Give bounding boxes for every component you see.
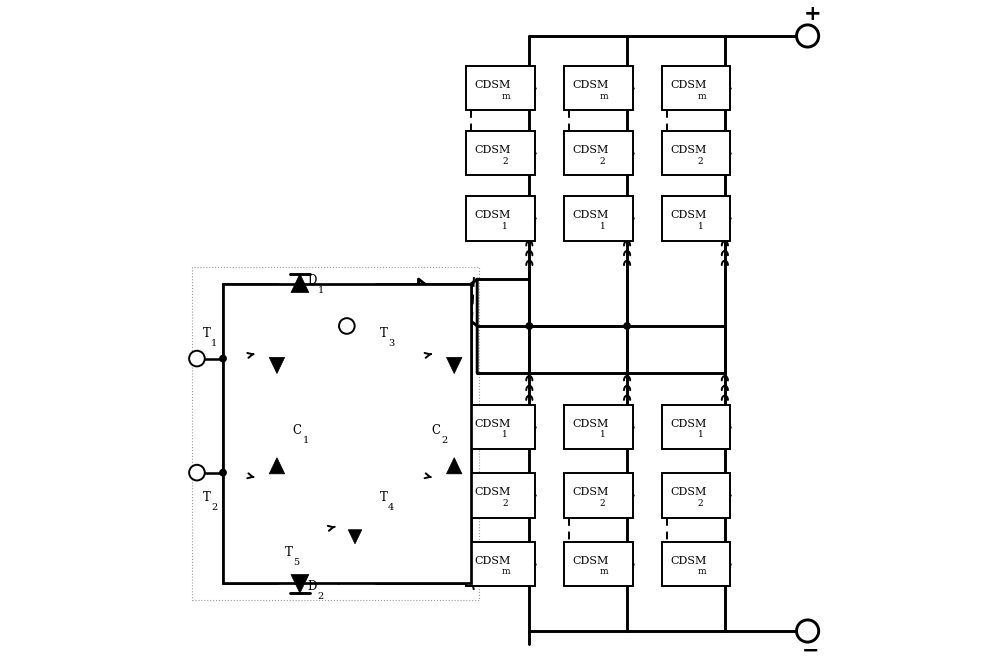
Bar	[564, 405, 633, 449]
Text: 1: 1	[211, 339, 217, 348]
Bar	[564, 131, 633, 176]
Bar	[466, 66, 535, 110]
Text: 2: 2	[442, 436, 448, 444]
Polygon shape	[446, 458, 462, 474]
Text: T: T	[203, 491, 211, 504]
Text: CDSM: CDSM	[572, 487, 609, 497]
Bar	[662, 66, 730, 110]
Text: CDSM: CDSM	[572, 80, 609, 90]
Text: m: m	[502, 92, 511, 100]
Text: m: m	[600, 567, 608, 577]
Bar	[564, 542, 633, 586]
Text: 2: 2	[211, 503, 217, 511]
Text: 5: 5	[293, 558, 299, 567]
Text: CDSM: CDSM	[670, 145, 706, 155]
Text: CDSM: CDSM	[572, 210, 609, 220]
Text: D: D	[308, 580, 317, 593]
Text: 2: 2	[697, 157, 703, 166]
Text: 1: 1	[697, 430, 703, 440]
Text: T: T	[380, 491, 388, 504]
Text: m: m	[502, 567, 511, 577]
Bar	[564, 66, 633, 110]
Circle shape	[525, 322, 533, 330]
Circle shape	[219, 469, 227, 477]
Text: C: C	[292, 424, 301, 437]
Circle shape	[797, 25, 819, 47]
Polygon shape	[348, 530, 362, 544]
Text: 2: 2	[600, 499, 605, 508]
Circle shape	[623, 322, 631, 330]
Bar	[466, 131, 535, 176]
Text: −: −	[801, 640, 819, 660]
Text: CDSM: CDSM	[475, 80, 511, 90]
Text: CDSM: CDSM	[670, 210, 706, 220]
Bar	[466, 196, 535, 241]
Bar	[662, 542, 730, 586]
Bar	[564, 473, 633, 517]
Bar	[662, 405, 730, 449]
Text: C: C	[431, 424, 440, 437]
Text: T: T	[203, 327, 211, 340]
Text: CDSM: CDSM	[475, 210, 511, 220]
Text: $u_{sabc}$: $u_{sabc}$	[344, 283, 386, 301]
Bar	[564, 196, 633, 241]
Text: CDSM: CDSM	[572, 419, 609, 429]
Text: 2: 2	[600, 157, 605, 166]
Polygon shape	[446, 357, 462, 374]
Text: +: +	[804, 5, 822, 25]
Bar	[223, 283, 471, 583]
Text: CDSM: CDSM	[572, 556, 609, 566]
Text: CDSM: CDSM	[670, 556, 706, 566]
Text: CDSM: CDSM	[670, 487, 706, 497]
Polygon shape	[291, 274, 309, 293]
Polygon shape	[291, 575, 309, 593]
Circle shape	[189, 465, 205, 480]
Text: 1: 1	[697, 222, 703, 231]
Circle shape	[219, 354, 227, 362]
Text: 1: 1	[502, 222, 508, 231]
Bar	[466, 405, 535, 449]
Text: CDSM: CDSM	[475, 556, 511, 566]
Bar	[466, 542, 535, 586]
Bar	[662, 473, 730, 517]
Polygon shape	[269, 357, 285, 374]
Text: 1: 1	[303, 436, 309, 444]
Bar	[662, 196, 730, 241]
Text: D: D	[308, 274, 317, 287]
Circle shape	[797, 620, 819, 642]
Text: m: m	[697, 567, 706, 577]
Text: 1: 1	[502, 430, 508, 440]
Text: T: T	[285, 546, 292, 559]
Text: 1: 1	[600, 222, 605, 231]
Text: CDSM: CDSM	[475, 419, 511, 429]
Bar	[466, 473, 535, 517]
Text: 2: 2	[502, 157, 508, 166]
Text: CDSM: CDSM	[475, 145, 511, 155]
Text: 2: 2	[502, 499, 508, 508]
Text: CDSM: CDSM	[670, 419, 706, 429]
Text: 3: 3	[388, 339, 394, 348]
Text: m: m	[697, 92, 706, 100]
Polygon shape	[269, 458, 285, 474]
Text: 4: 4	[388, 503, 394, 511]
Text: 1: 1	[318, 286, 324, 295]
Text: m: m	[600, 92, 608, 100]
Text: CDSM: CDSM	[572, 145, 609, 155]
Text: 1: 1	[600, 430, 605, 440]
Text: CDSM: CDSM	[475, 487, 511, 497]
Text: CDSM: CDSM	[670, 80, 706, 90]
Text: 2: 2	[318, 592, 324, 601]
Text: 2: 2	[697, 499, 703, 508]
Bar	[662, 131, 730, 176]
Circle shape	[339, 318, 355, 334]
Text: T: T	[380, 327, 388, 340]
Circle shape	[189, 350, 205, 366]
